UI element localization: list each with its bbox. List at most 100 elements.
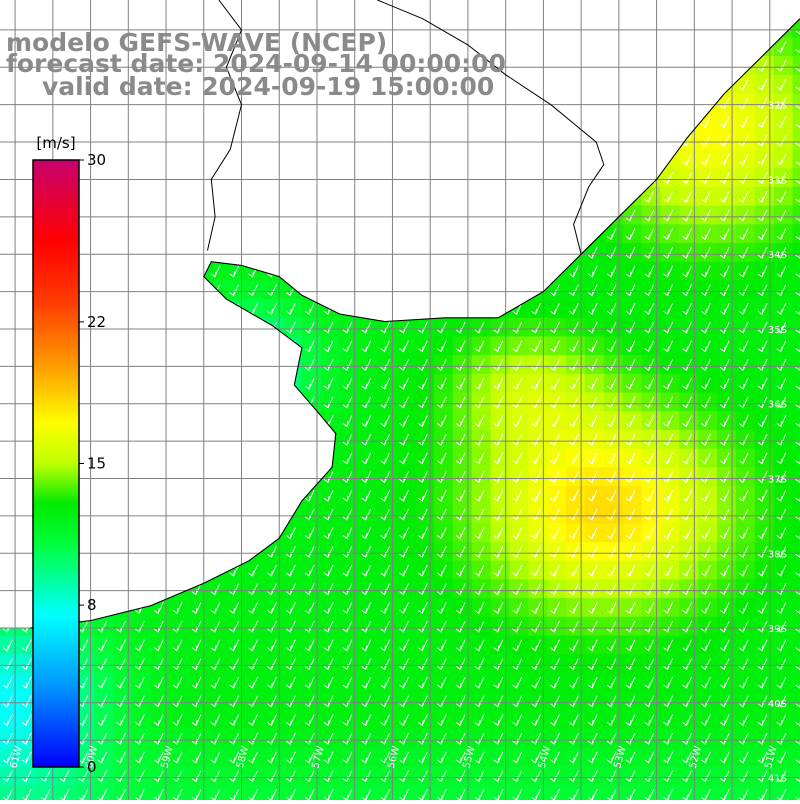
wind-speed-cell (660, 785, 680, 800)
wind-speed-cell (793, 486, 800, 505)
wind-speed-cell (793, 766, 800, 785)
wind-speed-cell (793, 355, 800, 374)
wind-speed-cell (793, 280, 800, 299)
wind-speed-cell (793, 598, 800, 617)
wind-speed-cell (472, 785, 492, 800)
latitude-label: 39S (768, 624, 787, 635)
wind-speed-cell (642, 785, 662, 800)
wind-speed-cell (226, 785, 246, 800)
wind-speed-cell (604, 785, 624, 800)
wind-speed-cell (793, 748, 800, 767)
wind-speed-cell (793, 710, 800, 729)
wind-speed-cell (793, 411, 800, 430)
wind-speed-cell (793, 112, 800, 131)
wind-speed-cell (321, 785, 341, 800)
wind-speed-cell (547, 785, 567, 800)
wind-speed-cell (302, 785, 322, 800)
wind-speed-cell (0, 785, 20, 800)
wind-speed-cell (793, 131, 800, 150)
wind-speed-cell (283, 785, 303, 800)
wind-speed-cell (793, 542, 800, 561)
wind-speed-cell (793, 262, 800, 281)
latitude-label: 37S (768, 475, 787, 486)
latitude-label: 34S (768, 250, 787, 261)
wind-speed-cell (245, 785, 264, 800)
wind-speed-cell (774, 785, 794, 800)
wind-speed-cell (793, 206, 800, 225)
wind-speed-cell (509, 785, 529, 800)
wind-speed-cell (793, 617, 800, 636)
wind-speed-cell (717, 785, 737, 800)
wind-speed-cell (793, 561, 800, 580)
wind-speed-cell (793, 729, 800, 748)
wind-speed-cell (793, 430, 800, 449)
wind-speed-cell (623, 785, 643, 800)
wind-speed-cell (396, 785, 416, 800)
wind-speed-cell (793, 654, 800, 673)
wind-speed-cell (793, 299, 800, 318)
wind-speed-cell (793, 393, 800, 412)
wind-speed-cell (793, 374, 800, 393)
wind-speed-cell (793, 449, 800, 468)
wind-speed-cell (264, 785, 284, 800)
wind-speed-cell (189, 785, 209, 800)
wind-speed-cell (736, 785, 756, 800)
latitude-label: 38S (768, 549, 787, 560)
wind-speed-cell (793, 94, 800, 113)
wind-speed-cell (793, 318, 800, 337)
wind-speed-cell (793, 150, 800, 169)
wind-speed-cell (679, 785, 699, 800)
colorbar-tick-label: 0 (87, 758, 97, 776)
wind-speed-cell (793, 579, 800, 598)
wind-speed-cell (793, 75, 800, 94)
wind-speed-cell (38, 785, 58, 800)
latitude-label: 33S (768, 175, 787, 186)
wind-speed-cell (793, 336, 800, 355)
wind-speed-cell (170, 785, 190, 800)
colorbar-tick-label: 30 (87, 151, 106, 169)
wind-speed-cell (566, 785, 586, 800)
wind-speed-cell (793, 224, 800, 243)
colorbar-tick-label: 15 (87, 455, 106, 473)
latitude-label: 32S (768, 101, 787, 112)
wind-speed-cell (793, 505, 800, 524)
wind-speed-cell (793, 37, 800, 56)
wind-speed-cell (793, 243, 800, 262)
wind-speed-cell (57, 785, 77, 800)
wind-speed-cell (793, 636, 800, 655)
wind-speed-cell (94, 785, 114, 800)
wind-speed-cell (340, 785, 360, 800)
valid-date: valid date: 2024-09-19 15:00:00 (42, 74, 494, 100)
latitude-label: 40S (768, 699, 787, 710)
wind-speed-cell (491, 785, 511, 800)
colorbar-unit-label: [m/s] (36, 134, 75, 152)
wind-speed-cell (793, 168, 800, 187)
latitude-label: 35S (768, 325, 787, 336)
wind-speed-cell (453, 785, 473, 800)
wind-speed-cell (793, 523, 800, 542)
wind-speed-cell (359, 785, 379, 800)
wind-speed-cell (698, 785, 718, 800)
wind-speed-cell (528, 785, 548, 800)
colorbar-tick-label: 8 (87, 596, 97, 614)
wind-speed-cell (113, 785, 133, 800)
latitude-label: 41S (768, 774, 787, 785)
wind-speed-cell (793, 187, 800, 206)
wind-speed-cell (434, 785, 454, 800)
wind-speed-cell (415, 785, 435, 800)
wind-speed-cell (377, 785, 397, 800)
wind-speed-cell (76, 785, 96, 800)
wind-speed-cell (208, 785, 228, 800)
wind-speed-cell (793, 56, 800, 75)
wind-speed-cell (585, 785, 605, 800)
latitude-label: 36S (768, 400, 787, 411)
wind-speed-cell (151, 785, 171, 800)
wind-speed-cell (793, 673, 800, 692)
wind-speed-cell (19, 785, 39, 800)
wind-speed-cell (793, 467, 800, 486)
wind-speed-cell (132, 785, 152, 800)
wind-speed-cell (793, 692, 800, 711)
colorbar-tick-label: 22 (87, 313, 106, 331)
